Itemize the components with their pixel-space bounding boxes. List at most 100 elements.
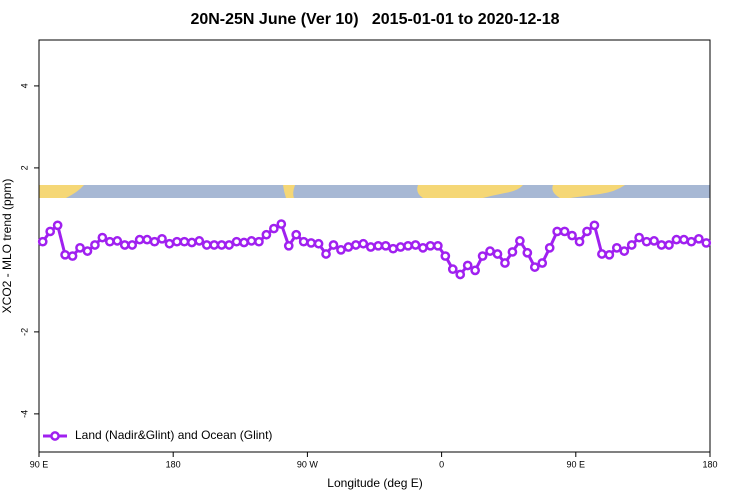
data-point <box>403 240 413 251</box>
data-point <box>447 264 458 275</box>
x-tick-label: 0 <box>439 459 444 469</box>
data-point <box>388 243 398 254</box>
data-point <box>231 236 242 247</box>
x-tick-label: 90 E <box>567 459 586 469</box>
data-point <box>52 220 63 231</box>
data-point <box>641 236 652 247</box>
data-point <box>664 240 674 250</box>
data-point <box>201 240 212 250</box>
x-tick-label: 180 <box>166 459 181 469</box>
legend-label: Land (Nadir&Glint) and Ocean (Glint) <box>75 428 272 442</box>
data-point <box>261 229 272 240</box>
data-point <box>529 262 540 272</box>
data-point <box>425 240 436 251</box>
data-point <box>254 236 264 247</box>
data-point <box>395 242 406 252</box>
data-point <box>119 240 130 250</box>
data-point <box>37 236 48 247</box>
data-point <box>336 245 346 255</box>
data-point <box>246 236 257 246</box>
data-point <box>283 240 294 251</box>
data-point <box>60 249 70 260</box>
data-point <box>515 236 525 246</box>
data-point <box>656 240 667 250</box>
data-point <box>552 226 563 237</box>
data-point <box>477 251 488 261</box>
data-point <box>186 237 197 248</box>
data-point <box>485 246 495 256</box>
x-axis-label: Longitude (deg E) <box>327 476 422 490</box>
data-point <box>537 258 548 268</box>
data-point <box>194 236 205 246</box>
x-tick-label: 90 W <box>297 459 319 469</box>
data-point <box>298 236 309 247</box>
data-point <box>365 242 376 252</box>
y-tick-label: -2 <box>19 328 29 336</box>
data-point <box>172 236 182 247</box>
data-point <box>507 247 518 257</box>
y-tick-label: -4 <box>19 410 29 418</box>
data-point <box>455 269 466 280</box>
data-point <box>269 223 279 234</box>
data-point <box>291 229 302 240</box>
data-point <box>693 233 704 244</box>
data-point <box>604 249 615 260</box>
data-point <box>127 240 138 250</box>
data-point <box>634 232 645 243</box>
data-point <box>470 265 480 276</box>
map-strip <box>39 185 710 198</box>
data-point <box>358 238 369 249</box>
data-point <box>224 240 234 250</box>
data-point <box>179 236 190 247</box>
data-point <box>134 234 145 245</box>
data-point <box>626 240 637 250</box>
chart-title: 20N-25N June (Ver 10) 2015-01-01 to 2020… <box>190 11 559 28</box>
data-point <box>67 251 78 261</box>
data-point <box>157 233 167 244</box>
data-point <box>149 236 160 247</box>
data-point <box>328 240 339 250</box>
data-point <box>567 230 577 241</box>
data-point <box>90 240 100 250</box>
data-point <box>574 236 585 247</box>
data-point <box>321 249 331 259</box>
data-point <box>686 236 697 247</box>
data-point <box>306 238 316 248</box>
y-tick-label: 2 <box>19 165 29 170</box>
data-point <box>276 219 287 229</box>
data-point <box>492 249 503 259</box>
data-point <box>351 240 361 250</box>
data-point <box>597 249 607 259</box>
legend-marker <box>50 431 60 441</box>
data-point <box>216 240 227 250</box>
x-tick-label: 90 E <box>30 459 49 469</box>
data-point <box>209 240 220 250</box>
data-point <box>462 260 473 271</box>
data-point <box>582 226 592 237</box>
data-point <box>373 240 384 251</box>
data-point <box>380 240 391 251</box>
data-point <box>559 226 570 237</box>
y-tick-label: 4 <box>19 83 29 88</box>
data-point <box>440 251 451 261</box>
data-point <box>701 238 712 248</box>
data-point <box>671 234 682 245</box>
data-point <box>343 242 354 252</box>
data-point <box>619 246 630 256</box>
data-point <box>418 242 428 253</box>
data-point <box>239 237 249 248</box>
x-tick-label: 180 <box>702 459 717 469</box>
y-axis-label: XCO2 - MLO trend (ppm) <box>0 179 14 314</box>
data-point <box>544 242 555 253</box>
data-point <box>500 258 510 268</box>
data-point <box>82 246 93 256</box>
data-point <box>142 234 152 245</box>
data-point <box>410 240 421 250</box>
data-point <box>313 238 324 249</box>
data-point <box>649 236 659 246</box>
data-point <box>164 238 175 249</box>
data-point <box>75 242 85 253</box>
data-point <box>97 232 108 243</box>
data-point <box>611 242 622 253</box>
